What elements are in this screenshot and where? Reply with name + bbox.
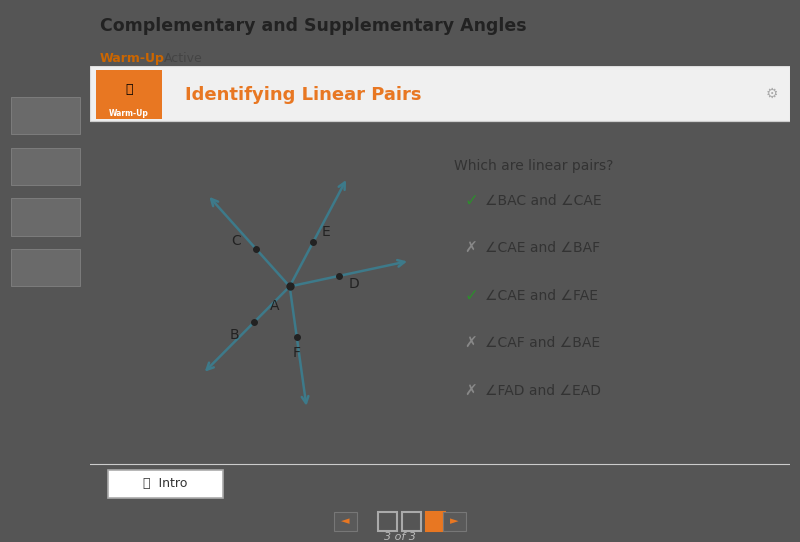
Text: ∠CAE and ∠BAF: ∠CAE and ∠BAF [486, 241, 601, 255]
Text: ∠FAD and ∠EAD: ∠FAD and ∠EAD [486, 384, 602, 398]
Text: Which are linear pairs?: Which are linear pairs? [454, 159, 614, 173]
Text: ✓: ✓ [465, 287, 478, 305]
Text: ⚙: ⚙ [766, 86, 778, 100]
Text: E: E [322, 225, 330, 239]
Text: Warm-Up: Warm-Up [109, 109, 149, 118]
Text: ✗: ✗ [465, 336, 478, 351]
Text: Identifying Linear Pairs: Identifying Linear Pairs [185, 86, 422, 104]
Text: ∠BAC and ∠CAE: ∠BAC and ∠CAE [486, 193, 602, 208]
Text: 🔊  Intro: 🔊 Intro [143, 478, 187, 490]
FancyBboxPatch shape [334, 512, 357, 531]
Text: Warm-Up: Warm-Up [100, 51, 165, 64]
Text: 🔥: 🔥 [125, 83, 133, 96]
FancyBboxPatch shape [11, 147, 79, 185]
FancyBboxPatch shape [90, 66, 790, 121]
FancyBboxPatch shape [11, 249, 79, 287]
Text: B: B [230, 327, 239, 341]
Text: A: A [270, 299, 279, 313]
Text: F: F [293, 346, 301, 360]
Text: ►: ► [450, 517, 458, 527]
Text: Complementary and Supplementary Angles: Complementary and Supplementary Angles [100, 16, 526, 35]
FancyBboxPatch shape [96, 70, 162, 119]
Text: ∠CAE and ∠FAE: ∠CAE and ∠FAE [486, 289, 598, 302]
Text: ✗: ✗ [465, 383, 478, 398]
FancyBboxPatch shape [11, 198, 79, 236]
FancyBboxPatch shape [426, 512, 445, 531]
Text: 3 of 3: 3 of 3 [384, 532, 416, 542]
FancyBboxPatch shape [108, 470, 223, 499]
Text: C: C [231, 234, 241, 248]
Text: ✗: ✗ [465, 241, 478, 256]
Text: ◄: ◄ [342, 517, 350, 527]
FancyBboxPatch shape [443, 512, 466, 531]
Text: ✓: ✓ [465, 191, 478, 210]
Text: D: D [349, 277, 360, 291]
FancyBboxPatch shape [11, 97, 79, 134]
Text: Active: Active [164, 51, 202, 64]
Text: ∠CAF and ∠BAE: ∠CAF and ∠BAE [486, 336, 601, 350]
